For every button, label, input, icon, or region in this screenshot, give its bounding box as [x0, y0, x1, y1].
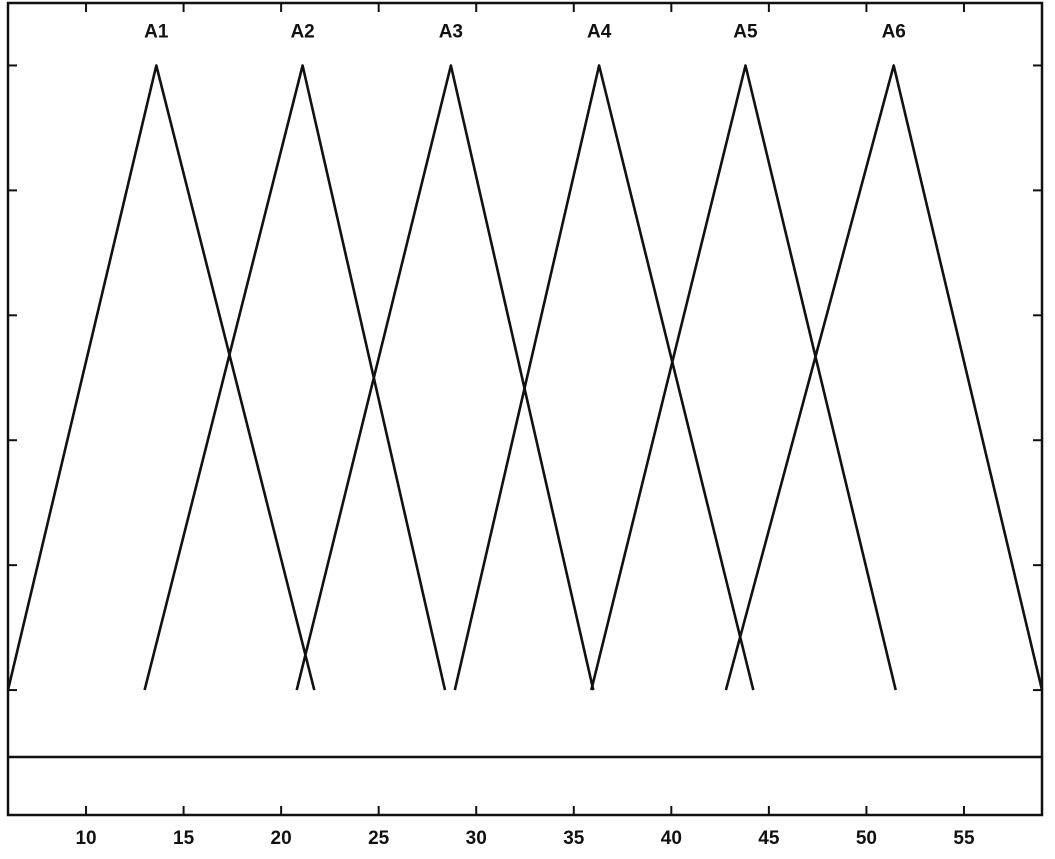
series-line-a1	[6, 64, 316, 691]
plot-area-frame	[6, 1, 1044, 817]
series-line-a3	[295, 64, 595, 691]
series-line-a6	[724, 64, 1044, 691]
series-label-a6: A6	[882, 21, 906, 42]
series-label-a5: A5	[733, 21, 758, 42]
series-layer	[6, 64, 1044, 691]
x-tick-label-40: 40	[661, 828, 682, 849]
series-label-a1: A1	[144, 21, 169, 42]
x-tick-label-20: 20	[271, 828, 292, 849]
series-label-a2: A2	[290, 21, 314, 42]
x-tick-label-50: 50	[856, 828, 877, 849]
series-line-a2	[143, 64, 447, 691]
x-tick-label-35: 35	[563, 828, 585, 849]
series-label-a3: A3	[439, 21, 463, 42]
x-axis-tick-labels: 10 15 20 25 30 35 40 45 50 55	[75, 828, 974, 849]
x-tick-label-30: 30	[466, 828, 487, 849]
series-line-a4	[453, 64, 755, 691]
x-tick-label-55: 55	[953, 828, 975, 849]
y-axis-ticks	[8, 64, 1042, 692]
series-labels: A1 A2 A3 A4 A5 A6	[144, 21, 906, 42]
series-label-a4: A4	[587, 21, 612, 42]
x-axis-ticks	[85, 3, 965, 815]
x-tick-label-10: 10	[75, 828, 96, 849]
x-tick-label-45: 45	[758, 828, 780, 849]
series-line-a5	[590, 64, 897, 691]
x-tick-label-15: 15	[173, 828, 195, 849]
x-tick-label-25: 25	[368, 828, 390, 849]
